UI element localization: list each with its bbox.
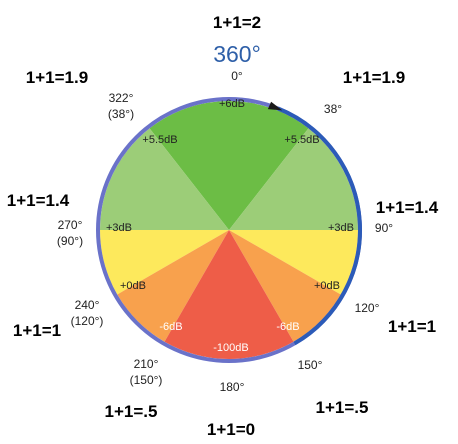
arrow-head-icon bbox=[267, 101, 283, 111]
sector-yellow-right bbox=[229, 230, 358, 295]
angle-label-120: 120° bbox=[355, 301, 380, 315]
angle-label-270: 270° bbox=[58, 218, 83, 232]
sector-orange-left bbox=[117, 230, 229, 342]
sum-label-bottom: 1+1=0 bbox=[207, 420, 255, 439]
angle-label-210-alt: (150°) bbox=[130, 373, 163, 387]
angle-label-322-alt: (38°) bbox=[108, 107, 134, 121]
angle-label-322: 322° bbox=[109, 91, 134, 105]
angle-label-90: 90° bbox=[375, 221, 393, 235]
sum-label-mid-right: 1+1=1.4 bbox=[376, 198, 439, 217]
angle-label-240: 240° bbox=[75, 298, 100, 312]
db-label-bottom: -100dB bbox=[213, 342, 248, 354]
sector-orange-right bbox=[229, 230, 341, 342]
angle-label-0: 0° bbox=[231, 69, 243, 83]
sum-label-upper-right: 1+1=1.9 bbox=[343, 68, 405, 87]
db-label-low-right: -6dB bbox=[276, 321, 299, 333]
angle-label-180: 180° bbox=[220, 380, 245, 394]
angle-label-150: 150° bbox=[298, 358, 323, 372]
db-label-mid-right: +3dB bbox=[328, 222, 354, 234]
sum-label-upper-left: 1+1=1.9 bbox=[26, 68, 88, 87]
angle-label-240-alt: (120°) bbox=[71, 314, 104, 328]
db-label-top: +6dB bbox=[219, 98, 245, 110]
db-label-mid-left: +3dB bbox=[106, 222, 132, 234]
sector-group bbox=[100, 101, 358, 360]
sector-green-top bbox=[149, 101, 309, 231]
sum-label-mid-left: 1+1=1.4 bbox=[7, 191, 70, 210]
title-360: 360° bbox=[213, 41, 261, 67]
sum-label-bottom-left: 1+1=.5 bbox=[105, 402, 158, 421]
sum-label-lower-right: 1+1=1 bbox=[388, 317, 436, 336]
angle-label-210: 210° bbox=[134, 357, 159, 371]
angle-label-38: 38° bbox=[324, 102, 342, 116]
sum-label-bottom-right: 1+1=.5 bbox=[316, 398, 369, 417]
db-label-low-left: -6dB bbox=[159, 321, 182, 333]
db-label-lower-right: +0dB bbox=[314, 280, 340, 292]
db-label-upper-left: +5.5dB bbox=[142, 134, 177, 146]
sector-red-bottom bbox=[164, 230, 294, 360]
db-label-lower-left: +0dB bbox=[120, 280, 146, 292]
sum-label-top: 1+1=2 bbox=[213, 13, 261, 32]
sector-green-right bbox=[229, 128, 358, 230]
rim-highlight-arc bbox=[277, 106, 362, 346]
sector-green-left bbox=[100, 128, 229, 230]
db-label-upper-right: +5.5dB bbox=[284, 134, 319, 146]
sum-label-lower-left: 1+1=1 bbox=[13, 321, 61, 340]
sector-yellow-left bbox=[100, 230, 229, 295]
angle-label-270-alt: (90°) bbox=[57, 234, 83, 248]
